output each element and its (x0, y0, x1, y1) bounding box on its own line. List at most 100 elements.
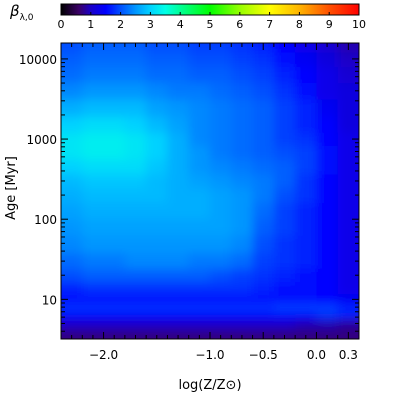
heatmap-cell (210, 318, 232, 331)
heatmap-cell (316, 145, 339, 160)
heatmap-cell (252, 318, 275, 331)
heatmap-cell (61, 329, 83, 339)
heatmap-cell (61, 145, 83, 160)
heatmap-cell (295, 173, 318, 189)
heatmap-cell (146, 66, 169, 83)
heatmap-cell (167, 66, 190, 83)
heatmap-cell (167, 159, 190, 175)
heatmap-cell (252, 51, 275, 68)
heatmap-cell (124, 43, 147, 53)
heatmap-cell (103, 293, 126, 304)
heatmap-cell (167, 116, 190, 133)
heatmap-cell (103, 252, 126, 269)
heatmap-cell (273, 310, 296, 320)
heatmap-cell (231, 98, 254, 117)
heatmap-cell (167, 303, 190, 312)
heatmap-cell (188, 268, 211, 283)
heatmap-cell (103, 173, 126, 189)
heatmap-cell (167, 235, 190, 253)
heatmap-cell (231, 51, 254, 68)
heatmap-cell (167, 82, 190, 100)
colorbar-tick-label: 10 (352, 18, 366, 31)
heatmap-cell (146, 318, 169, 331)
heatmap-cell (146, 202, 169, 220)
heatmap-cell (167, 281, 190, 295)
heatmap-clip (61, 43, 359, 339)
heatmap-cell (82, 132, 105, 146)
heatmap-cell (273, 329, 296, 339)
heatmap-cell (337, 268, 359, 283)
heatmap-cell (167, 98, 190, 117)
heatmap-cell (146, 43, 169, 53)
heatmap-cell (103, 159, 126, 175)
heatmap-cell (337, 159, 359, 175)
heatmap-cell (316, 51, 339, 68)
heatmap-cell (316, 98, 339, 117)
heatmap-cell (124, 329, 147, 339)
y-tick-label: 100 (34, 213, 57, 227)
heatmap-cell (61, 281, 83, 295)
heatmap-cell (295, 132, 318, 146)
heatmap-cell (231, 252, 254, 269)
heatmap-cell (146, 173, 169, 189)
heatmap-cell (146, 293, 169, 304)
heatmap-cell (82, 43, 105, 53)
heatmap-cell (82, 329, 105, 339)
heatmap-cell (231, 329, 254, 339)
heatmap-cell (273, 218, 296, 236)
heatmap-cell (273, 82, 296, 100)
colorbar-label-main: β (9, 2, 20, 20)
heatmap-cell (252, 116, 275, 133)
heatmap-cell (61, 202, 83, 220)
y-tick-label: 1000 (26, 133, 57, 147)
heatmap-cell (146, 159, 169, 175)
heatmap-cell (146, 116, 169, 133)
colorbar-tick-label: 9 (326, 18, 333, 31)
heatmap-cell (82, 218, 105, 236)
heatmap-cell (103, 218, 126, 236)
heatmap-cell (124, 82, 147, 100)
colorbar-tick-label: 7 (266, 18, 273, 31)
heatmap-cell (61, 132, 83, 146)
colorbar-tick-label: 5 (207, 18, 214, 31)
heatmap-cell (188, 303, 211, 312)
heatmap-cell (103, 310, 126, 320)
heatmap-cell (124, 281, 147, 295)
heatmap-cell (146, 329, 169, 339)
heatmap-cell (146, 132, 169, 146)
heatmap-cell (231, 159, 254, 175)
heatmap-cell (337, 235, 359, 253)
colorbar-tick-label: 2 (117, 18, 124, 31)
heatmap-cell (231, 218, 254, 236)
plot-area: −2.0 −1.0 −0.5 0.0 0.3 10 100 1000 10000 (19, 42, 360, 362)
heatmap-cell (273, 281, 296, 295)
heatmap-cell (188, 43, 211, 53)
heatmap-cell (103, 66, 126, 83)
heatmap-cell (231, 145, 254, 160)
heatmap-cell (167, 252, 190, 269)
heatmap-cell (337, 173, 359, 189)
heatmap-cell (188, 235, 211, 253)
x-axis-label: log(Z/Z⊙) (178, 378, 241, 393)
x-tick-label: 0.0 (307, 348, 326, 362)
colorbar-label-sub: λ,0 (20, 13, 34, 23)
heatmap-cell (103, 329, 126, 339)
heatmap-cell (337, 252, 359, 269)
heatmap-cell (124, 252, 147, 269)
heatmap-cell (61, 82, 83, 100)
heatmap-cell (231, 281, 254, 295)
heatmap-cell (210, 43, 232, 53)
heatmap-cell (337, 51, 359, 68)
heatmap-cell (82, 293, 105, 304)
heatmap-cell (188, 310, 211, 320)
heatmap-cell (273, 173, 296, 189)
heatmap-cell (295, 188, 318, 204)
colorbar-tick-label: 6 (236, 18, 243, 31)
heatmap-cell (61, 318, 83, 331)
heatmap-cell (295, 82, 318, 100)
heatmap-cell (167, 310, 190, 320)
heatmap-cell (82, 116, 105, 133)
heatmap-cell (61, 188, 83, 204)
heatmap-cell (82, 98, 105, 117)
heatmap-cell (252, 132, 275, 146)
